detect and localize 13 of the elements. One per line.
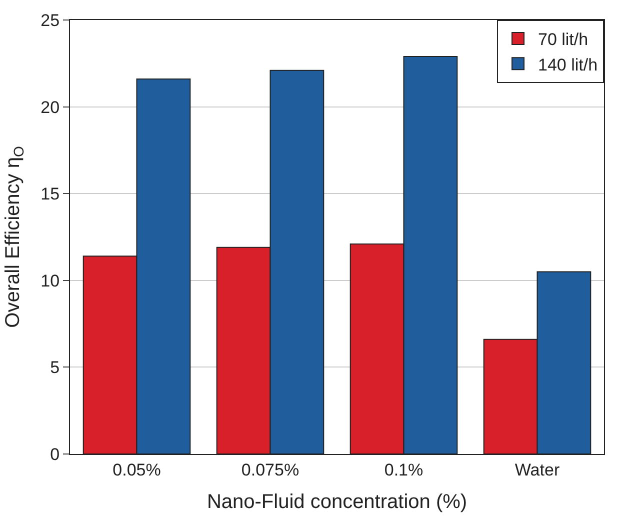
y-tick-label: 20	[40, 98, 60, 117]
y-tick-label: 10	[40, 271, 60, 290]
legend-label: 70 lit/h	[538, 30, 588, 50]
x-tick-label: 0.1%	[384, 460, 424, 480]
y-tick-label: 25	[40, 10, 60, 30]
x-tick-label: 0.075%	[241, 460, 300, 480]
y-tick-label: 0	[50, 444, 60, 464]
x-tick-label: Water	[514, 460, 560, 480]
x-axis-title: Nano-Fluid concentration (%)	[206, 490, 468, 513]
y-tick-label: 15	[40, 184, 60, 204]
x-tick-label: 0.05%	[112, 460, 161, 480]
legend-label: 140 lit/h	[538, 55, 598, 74]
y-tick-label: 5	[50, 358, 60, 378]
